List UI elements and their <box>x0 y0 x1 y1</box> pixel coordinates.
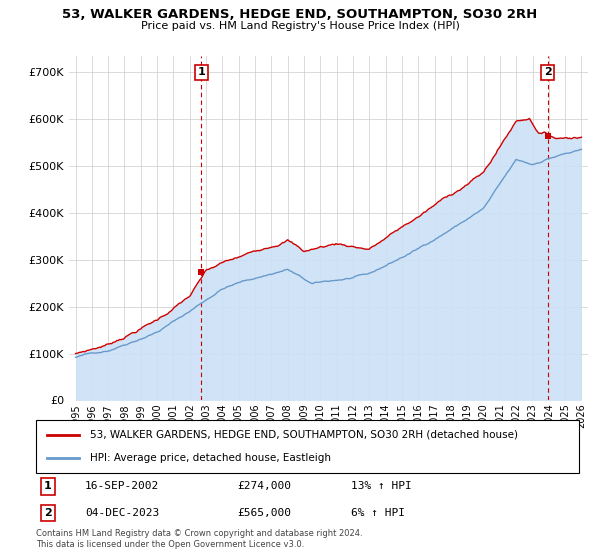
Text: 04-DEC-2023: 04-DEC-2023 <box>85 508 159 518</box>
Text: 6% ↑ HPI: 6% ↑ HPI <box>351 508 405 518</box>
FancyBboxPatch shape <box>36 420 579 473</box>
Text: 13% ↑ HPI: 13% ↑ HPI <box>351 482 412 492</box>
Text: 53, WALKER GARDENS, HEDGE END, SOUTHAMPTON, SO30 2RH: 53, WALKER GARDENS, HEDGE END, SOUTHAMPT… <box>62 8 538 21</box>
Text: £565,000: £565,000 <box>237 508 291 518</box>
Text: 53, WALKER GARDENS, HEDGE END, SOUTHAMPTON, SO30 2RH (detached house): 53, WALKER GARDENS, HEDGE END, SOUTHAMPT… <box>91 430 518 440</box>
Text: 2: 2 <box>44 508 52 518</box>
Text: HPI: Average price, detached house, Eastleigh: HPI: Average price, detached house, East… <box>91 453 331 463</box>
Text: 1: 1 <box>44 482 52 492</box>
Text: Price paid vs. HM Land Registry's House Price Index (HPI): Price paid vs. HM Land Registry's House … <box>140 21 460 31</box>
Text: 16-SEP-2002: 16-SEP-2002 <box>85 482 159 492</box>
Text: 1: 1 <box>197 67 205 77</box>
Text: £274,000: £274,000 <box>237 482 291 492</box>
Text: 2: 2 <box>544 67 551 77</box>
Text: Contains HM Land Registry data © Crown copyright and database right 2024.
This d: Contains HM Land Registry data © Crown c… <box>36 529 362 549</box>
